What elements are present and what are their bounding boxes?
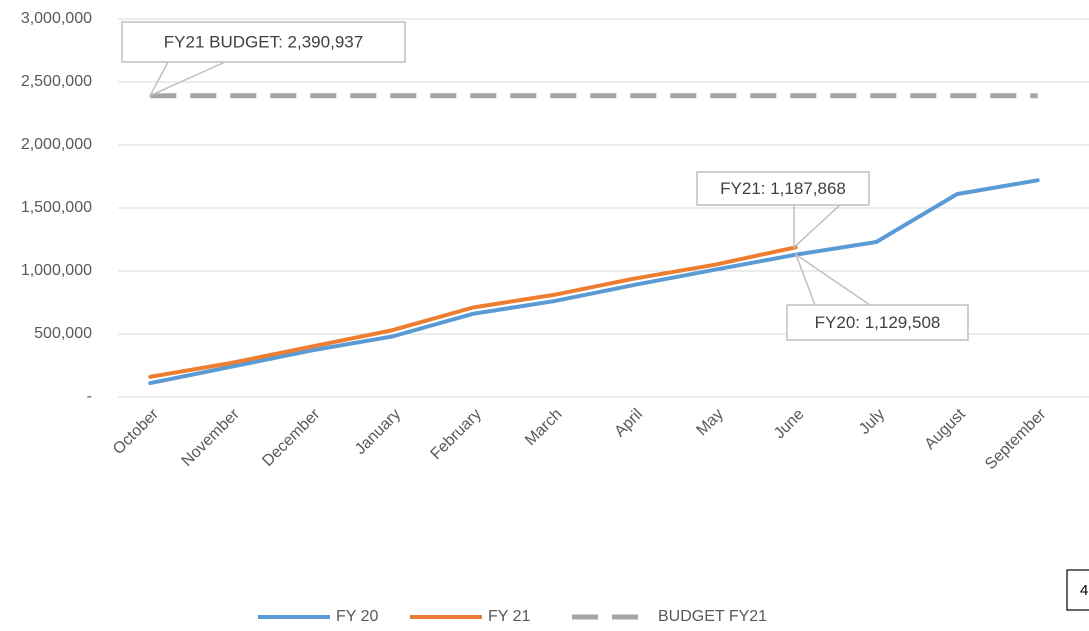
x-tick-label: August [922, 405, 970, 453]
x-tick-label: July [856, 406, 888, 438]
legend-label: FY 20 [336, 608, 379, 625]
x-tick-label: June [771, 406, 808, 443]
y-tick-label: 2,500,000 [21, 73, 92, 90]
y-tick-label: 1,000,000 [21, 262, 92, 279]
page-number-box [1066, 569, 1089, 611]
x-tick-label: November [179, 405, 244, 470]
legend-label: BUDGET FY21 [658, 608, 767, 625]
callout-box [786, 304, 969, 341]
callout-text: FY21: 1,187,868 [720, 179, 846, 198]
callout-box [121, 21, 406, 63]
x-tick-label: April [611, 406, 646, 441]
y-tick-label: - [87, 388, 92, 405]
y-tick-label: 500,000 [34, 325, 92, 342]
callout-box [696, 171, 870, 206]
x-tick-label: February [428, 406, 485, 463]
callout-leader [793, 204, 841, 250]
callout-text: FY21 BUDGET: 2,390,937 [164, 32, 363, 51]
y-tick-label: 3,000,000 [21, 10, 92, 27]
x-tick-label: September [982, 405, 1050, 473]
callout-leader [794, 252, 871, 306]
callout-leader [148, 61, 226, 98]
callout-text: FY20: 1,129,508 [815, 313, 941, 332]
page-number: 4 [1080, 582, 1088, 599]
legend-label: FY 21 [488, 608, 531, 625]
x-tick-label: December [259, 405, 324, 470]
x-tick-label: January [352, 406, 404, 458]
x-tick-label: October [110, 405, 163, 458]
x-tick-label: May [693, 406, 726, 439]
y-tick-label: 1,500,000 [21, 199, 92, 216]
series-line [148, 245, 798, 379]
series-line [148, 178, 1040, 386]
x-tick-label: March [522, 406, 565, 449]
y-tick-label: 2,000,000 [21, 136, 92, 153]
